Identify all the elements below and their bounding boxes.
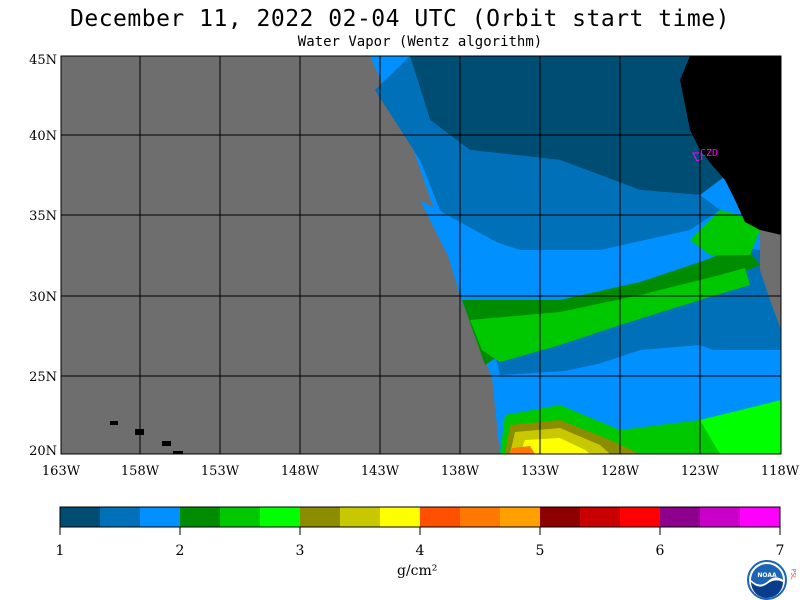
colorbar-swatch xyxy=(660,507,701,527)
lon-label: 148W xyxy=(281,464,320,479)
colorbar-swatch xyxy=(140,507,181,527)
land-baja-gray xyxy=(760,230,781,330)
lon-label: 123W xyxy=(681,464,720,479)
colorbar-tick-label: 4 xyxy=(416,543,425,559)
station-label: CZD xyxy=(700,148,718,159)
colorbar-tick-label: 5 xyxy=(536,543,545,559)
colorbar-labels: 1 2 3 4 5 6 7 xyxy=(56,543,785,559)
band-mid-blue xyxy=(375,56,720,250)
colorbar-swatch xyxy=(220,507,261,527)
band-east-bright-green xyxy=(700,400,781,454)
lon-label: 118W xyxy=(761,464,800,479)
lon-label: 143W xyxy=(361,464,400,479)
colorbar-ticks xyxy=(59,527,781,535)
colorbar-swatch xyxy=(460,507,501,527)
colorbar-tick-label: 1 xyxy=(56,543,65,559)
colorbar-swatch xyxy=(420,507,461,527)
station-marker xyxy=(692,152,703,162)
colorbar-swatch xyxy=(60,507,101,527)
lon-label: 153W xyxy=(201,464,240,479)
hawaii-island-1 xyxy=(110,421,118,425)
band-south-bright-yellow xyxy=(520,438,590,454)
hawaii-island-4 xyxy=(173,451,183,454)
band-south-orange xyxy=(510,446,535,454)
map-field xyxy=(61,56,781,454)
colorbar xyxy=(60,507,781,527)
colorbar-unit: g/cm² xyxy=(397,563,438,579)
noaa-logo-wave xyxy=(751,580,783,598)
land-north-america xyxy=(680,56,781,235)
lat-label: 30N xyxy=(29,290,57,305)
lon-label: 133W xyxy=(521,464,560,479)
band-light-blue-2 xyxy=(492,350,781,430)
noaa-logo: NOAA PSL xyxy=(747,560,797,600)
lon-label: 128W xyxy=(601,464,640,479)
lon-label: 163W xyxy=(42,464,81,479)
colorbar-swatch xyxy=(580,507,621,527)
colorbar-swatch xyxy=(700,507,741,527)
hawaii-island-3 xyxy=(162,441,171,446)
colorbar-swatch xyxy=(260,507,301,527)
latitude-labels: 45N 40N 35N 30N 25N 20N xyxy=(29,53,57,459)
colorbar-swatch xyxy=(180,507,221,527)
map-grid xyxy=(60,55,782,455)
colorbar-swatch xyxy=(740,507,781,527)
lat-label: 45N xyxy=(29,53,57,68)
colorbar-tick-label: 3 xyxy=(296,543,305,559)
colorbar-swatch xyxy=(100,507,141,527)
lat-label: 35N xyxy=(29,209,57,224)
page-title: December 11, 2022 02-04 UTC (Orbit start… xyxy=(70,6,730,32)
colorbar-swatch xyxy=(340,507,381,527)
band-green-bright-coast xyxy=(690,210,760,255)
colorbar-swatch xyxy=(540,507,581,527)
colorbar-swatch xyxy=(620,507,661,527)
lon-label: 138W xyxy=(441,464,480,479)
colorbar-tick-label: 2 xyxy=(176,543,185,559)
lon-label: 158W xyxy=(121,464,160,479)
page-subtitle: Water Vapor (Wentz algorithm) xyxy=(297,34,543,50)
colorbar-swatch xyxy=(380,507,421,527)
colorbar-swatch xyxy=(300,507,341,527)
lat-label: 20N xyxy=(29,444,57,459)
noaa-logo-text: NOAA xyxy=(757,572,777,579)
noaa-logo-bird xyxy=(751,564,783,585)
colorbar-swatch xyxy=(500,507,541,527)
longitude-labels: 163W 158W 153W 148W 143W 138W 133W 128W … xyxy=(42,464,800,479)
lat-label: 25N xyxy=(29,370,57,385)
colorbar-tick-label: 7 xyxy=(776,543,785,559)
psl-logo-text: PSL xyxy=(790,569,797,580)
colorbar-tick-label: 6 xyxy=(656,543,665,559)
lat-label: 40N xyxy=(29,129,57,144)
